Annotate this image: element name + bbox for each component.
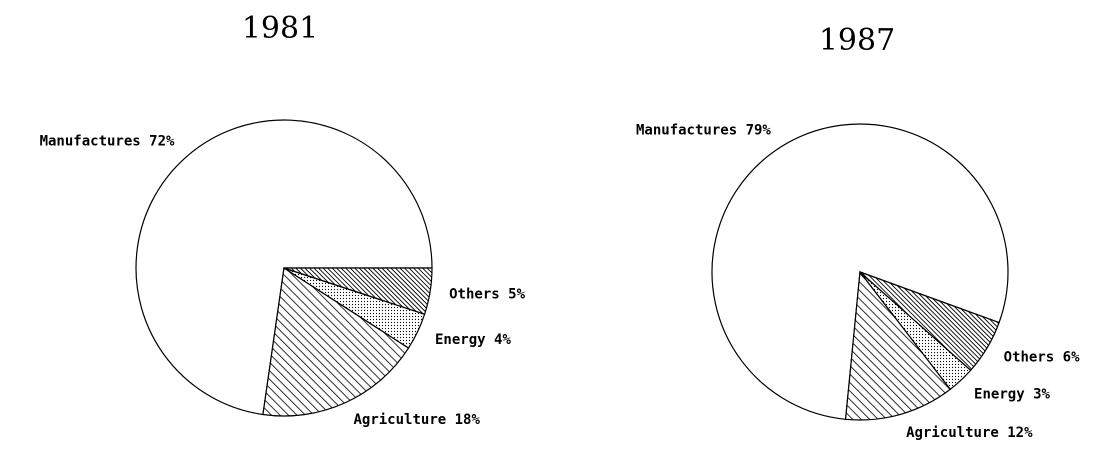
- pie-slice: [859, 271, 1000, 372]
- slice-label: Others 6%: [1004, 350, 1080, 366]
- slice-category: Agriculture: [353, 412, 446, 428]
- pie-slice: [262, 266, 410, 417]
- slice-value: 4%: [494, 332, 511, 348]
- slice-label: Agriculture 18%: [353, 412, 480, 428]
- slice-label: Energy 3%: [974, 386, 1050, 402]
- slice-value: 6%: [1063, 350, 1080, 366]
- slice-category: Manufactures: [40, 134, 141, 150]
- slice-label: Energy 4%: [435, 332, 511, 348]
- slice-category: Manufactures: [636, 122, 737, 138]
- slice-label: Manufactures 79%: [636, 122, 771, 138]
- pie-slice: [135, 119, 433, 416]
- slice-value: 5%: [508, 286, 525, 302]
- slice-label: Manufactures 72%: [40, 134, 175, 150]
- slice-label: Agriculture 12%: [906, 425, 1033, 441]
- slice-value: 79%: [746, 122, 772, 138]
- pie-slice: [283, 267, 433, 315]
- slice-value: 72%: [149, 134, 175, 150]
- slice-value: 18%: [455, 412, 481, 428]
- slice-value: 12%: [1007, 425, 1033, 441]
- slice-category: Others: [449, 286, 500, 302]
- slice-category: Agriculture: [906, 425, 999, 441]
- slice-category: Energy: [974, 386, 1025, 402]
- slice-value: 3%: [1033, 386, 1050, 402]
- slice-label: Others 5%: [449, 286, 525, 302]
- chart-title: 1981: [242, 11, 318, 46]
- chart-title: 1987: [819, 23, 895, 58]
- slice-category: Others: [1004, 350, 1055, 366]
- pie-slice: [844, 270, 952, 421]
- slice-category: Energy: [435, 332, 486, 348]
